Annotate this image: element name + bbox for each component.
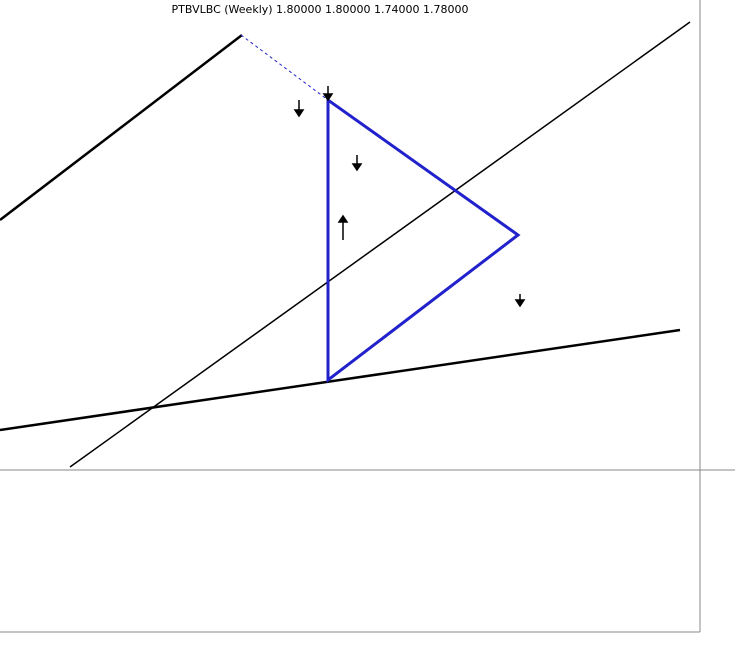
trendline [69, 21, 691, 468]
arrow-head [337, 214, 349, 223]
chart-title: PTBVLBC (Weekly) 1.80000 1.80000 1.74000… [172, 3, 469, 16]
arrow-head [322, 93, 334, 102]
annotation-arrows [293, 86, 526, 308]
arrow-head [293, 109, 305, 118]
trendline [0, 328, 681, 432]
arrow-head [514, 299, 526, 308]
trendlines [0, 21, 691, 468]
triangle-pattern [326, 97, 521, 384]
trendline [0, 34, 243, 221]
arrow-head [351, 163, 363, 172]
trendline [240, 34, 329, 101]
